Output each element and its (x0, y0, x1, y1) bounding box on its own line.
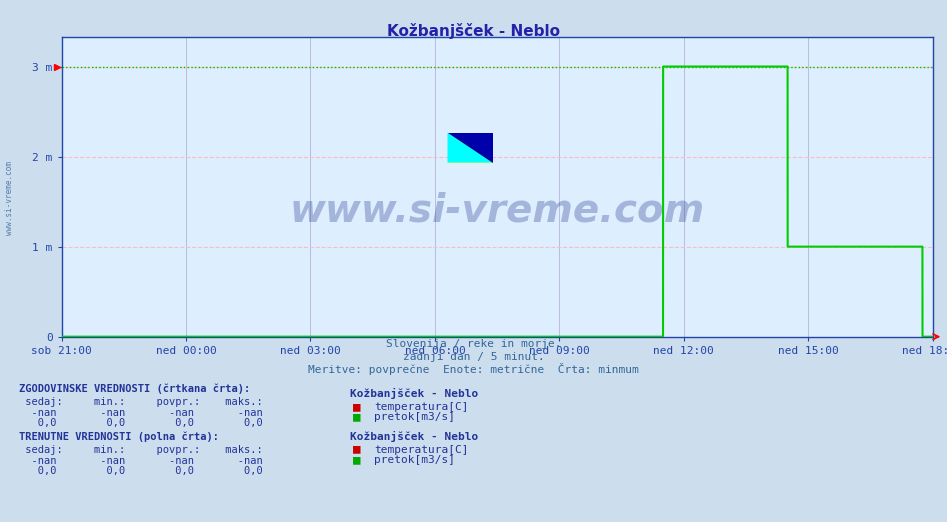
Text: TRENUTNE VREDNOSTI (polna črta):: TRENUTNE VREDNOSTI (polna črta): (19, 431, 219, 442)
Text: sedaj:     min.:     povpr.:    maks.:: sedaj: min.: povpr.: maks.: (19, 445, 262, 455)
Polygon shape (448, 133, 492, 163)
Text: 0,0        0,0        0,0        0,0: 0,0 0,0 0,0 0,0 (19, 419, 262, 429)
Text: ■: ■ (353, 400, 361, 413)
Text: Kožbanjšček - Neblo: Kožbanjšček - Neblo (350, 388, 478, 399)
FancyBboxPatch shape (448, 133, 492, 163)
Text: temperatura[C]: temperatura[C] (374, 445, 469, 455)
Text: pretok[m3/s]: pretok[m3/s] (374, 455, 456, 465)
Text: Slovenija / reke in morje.: Slovenija / reke in morje. (385, 339, 562, 349)
Text: 0,0        0,0        0,0        0,0: 0,0 0,0 0,0 0,0 (19, 467, 262, 477)
Text: Kožbanjšček - Neblo: Kožbanjšček - Neblo (387, 23, 560, 40)
Text: ZGODOVINSKE VREDNOSTI (črtkana črta):: ZGODOVINSKE VREDNOSTI (črtkana črta): (19, 383, 250, 394)
Text: -nan       -nan       -nan       -nan: -nan -nan -nan -nan (19, 456, 262, 466)
Text: Kožbanjšček - Neblo: Kožbanjšček - Neblo (350, 431, 478, 442)
Text: -nan       -nan       -nan       -nan: -nan -nan -nan -nan (19, 408, 262, 418)
Text: Meritve: povprečne  Enote: metrične  Črta: minmum: Meritve: povprečne Enote: metrične Črta:… (308, 363, 639, 375)
Text: pretok[m3/s]: pretok[m3/s] (374, 412, 456, 422)
Text: www.si-vreme.com: www.si-vreme.com (290, 192, 705, 230)
Text: sedaj:     min.:     povpr.:    maks.:: sedaj: min.: povpr.: maks.: (19, 397, 262, 407)
Text: ■: ■ (353, 410, 361, 423)
Text: zadnji dan / 5 minut.: zadnji dan / 5 minut. (402, 352, 545, 362)
Text: ■: ■ (353, 443, 361, 456)
Polygon shape (448, 133, 492, 163)
Text: ■: ■ (353, 453, 361, 466)
Text: temperatura[C]: temperatura[C] (374, 402, 469, 412)
Text: www.si-vreme.com: www.si-vreme.com (5, 161, 14, 235)
